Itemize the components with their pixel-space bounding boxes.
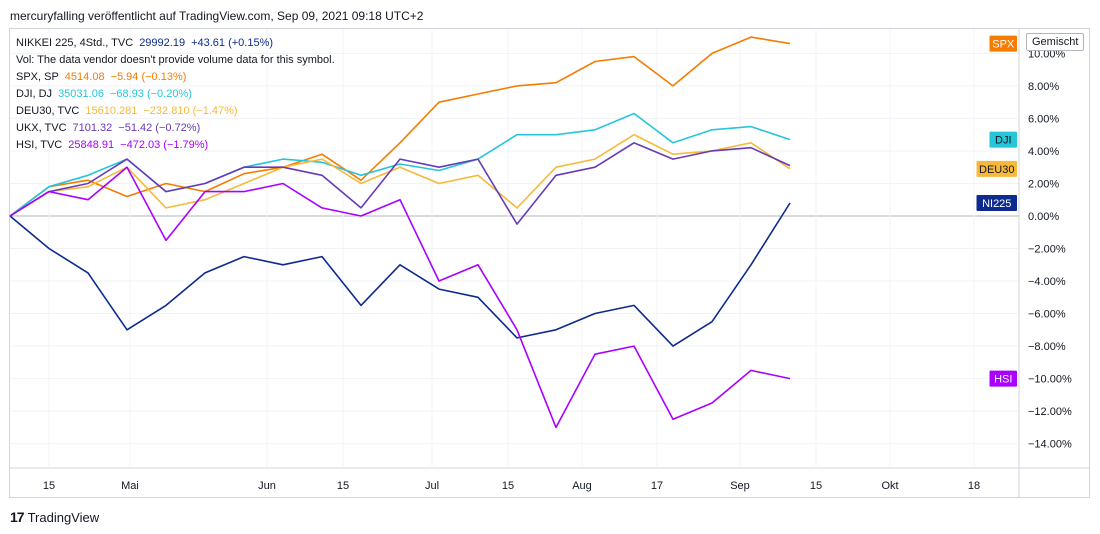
x-tick-label: Sep: [730, 480, 750, 492]
end-label-ni225: [976, 194, 1017, 211]
x-tick-label: 15: [502, 480, 514, 492]
x-tick-label: Aug: [572, 480, 592, 492]
tradingview-logo-icon: 17: [10, 509, 25, 525]
y-tick-label: −8.00%: [1028, 341, 1066, 353]
legend: NIKKEI 225, 4Std., TVC 29992.19 +43.61 (+0…: [16, 35, 335, 154]
chart-frame: [9, 28, 1090, 498]
legend-label: DEU30, TVC: [16, 105, 80, 117]
legend-row: NIKKEI 225, 4Std., TVC 29992.19 +43.61 (+0…: [16, 35, 335, 52]
scale-mode-button[interactable]: Gemischt: [1026, 33, 1085, 51]
y-tick-label: −2.00%: [1028, 244, 1066, 256]
legend-label: Vol: The data vendor doesn't provide vol…: [16, 54, 335, 66]
x-tick-label: 15: [810, 480, 822, 492]
legend-change: +43.61 (+0.15%): [191, 37, 274, 49]
legend-label: NIKKEI 225, 4Std., TVC: [16, 37, 134, 49]
y-tick-label: 10.00%: [1028, 48, 1066, 60]
end-label-text: SPX: [992, 39, 1015, 51]
y-tick-label: 0.00%: [1028, 211, 1059, 223]
x-tick-label: 18: [968, 480, 980, 492]
legend-row: Vol: The data vendor doesn't provide vol…: [16, 52, 335, 69]
x-tick-label: 15: [337, 480, 349, 492]
series-line-deu30: [9, 133, 791, 217]
header-title: mercuryfalling veröffentlicht auf Tradin…: [10, 9, 424, 23]
y-tick-label: 6.00%: [1028, 113, 1059, 125]
x-tick-label: 15: [43, 480, 55, 492]
x-tick-label: Jul: [425, 480, 439, 492]
end-label-text: DJI: [995, 135, 1012, 147]
end-label-text: NI225: [982, 198, 1011, 210]
series-line-ni225: [9, 202, 791, 347]
legend-change: −68.93 (−0.20%): [109, 88, 192, 100]
end-label-deu30: [976, 160, 1017, 177]
legend-value: 25848.91: [68, 139, 115, 151]
legend-value: 7101.32: [72, 122, 113, 134]
y-tick-label: −14.00%: [1028, 439, 1072, 451]
end-label-spx: [989, 35, 1017, 52]
y-tick-label: 8.00%: [1028, 81, 1059, 93]
legend-label: DJI, DJ: [16, 88, 53, 100]
legend-change: −232.810 (−1.47%): [143, 105, 238, 117]
legend-change: −51.42 (−0.72%): [118, 122, 201, 134]
legend-label: HSI, TVC: [16, 139, 63, 151]
y-tick-label: −10.00%: [1028, 374, 1072, 386]
legend-label: SPX, SP: [16, 71, 59, 83]
end-label-text: DEU30: [979, 164, 1014, 176]
x-tick-label: Mai: [121, 480, 139, 492]
end-label-text: HSI: [994, 374, 1012, 386]
y-tick-label: −4.00%: [1028, 276, 1066, 288]
y-tick-label: −6.00%: [1028, 309, 1066, 321]
x-tick-label: Jun: [258, 480, 276, 492]
series-line-ukx: [9, 142, 791, 225]
legend-value: 15610.281: [85, 105, 138, 117]
legend-row: SPX, SP 4514.08 −5.94 (−0.13%): [16, 69, 335, 86]
legend-value: 4514.08: [64, 71, 105, 83]
x-tick-label: 17: [651, 480, 663, 492]
y-tick-label: −12.00%: [1028, 406, 1072, 418]
footer: 17 TradingView: [10, 509, 99, 525]
legend-label: UKX, TVC: [16, 122, 67, 134]
series-line-hsi: [9, 166, 791, 429]
legend-change: −472.03 (−1.79%): [120, 139, 209, 151]
y-tick-label: 4.00%: [1028, 146, 1059, 158]
y-tick-label: 2.00%: [1028, 178, 1059, 190]
legend-row: HSI, TVC 25848.91 −472.03 (−1.79%): [16, 137, 335, 154]
legend-row: DJI, DJ 35031.06 −68.93 (−0.20%): [16, 86, 335, 103]
legend-value: 29992.19: [139, 37, 186, 49]
end-label-hsi: [989, 370, 1017, 387]
x-tick-label: Okt: [881, 480, 898, 492]
legend-value: 35031.06: [58, 88, 104, 100]
legend-row: UKX, TVC 7101.32 −51.42 (−0.72%): [16, 120, 335, 137]
legend-change: −5.94 (−0.13%): [110, 71, 187, 83]
end-label-dji: [989, 131, 1017, 148]
legend-row: DEU30, TVC 15610.281 −232.810 (−1.47%): [16, 103, 335, 120]
footer-brand: TradingView: [27, 509, 100, 525]
